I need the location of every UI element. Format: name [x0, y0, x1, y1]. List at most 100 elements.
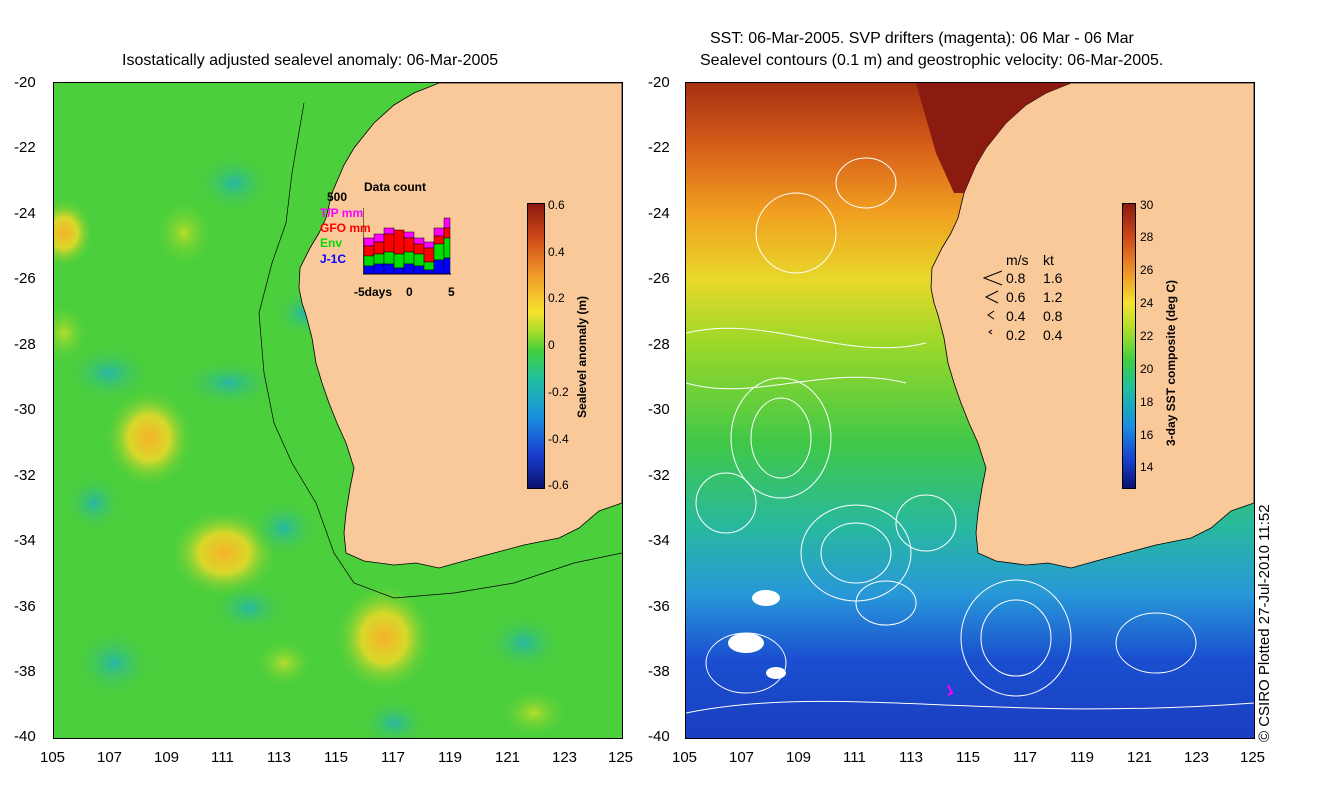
sealevel-contours [686, 157, 1254, 714]
x-tick-label: 105 [672, 749, 698, 766]
y-tick-label: -32 [14, 467, 36, 484]
left-panel-title: Isostatically adjusted sealevel anomaly:… [122, 52, 499, 69]
speed-row-ms: 0.8 [1006, 270, 1026, 286]
speed-row-kt: 0.8 [1043, 308, 1063, 324]
data-count-xlabel: 0 [406, 285, 413, 299]
colorbar-tick: -0.6 [548, 478, 569, 492]
y-tick-label: -36 [14, 598, 36, 615]
x-tick-label: 111 [843, 749, 866, 766]
anomaly-warm [154, 198, 214, 268]
y-tick-label: -26 [648, 270, 670, 287]
y-tick-label: -24 [648, 205, 670, 222]
x-tick-label: 115 [956, 749, 980, 766]
speed-row-kt: 1.2 [1043, 289, 1063, 305]
speed-row-ms: 0.2 [1006, 327, 1026, 343]
x-tick-label: 111 [211, 749, 234, 766]
x-tick-label: 115 [324, 749, 348, 766]
right-panel-title-line2: Sealevel contours (0.1 m) and geostrophi… [700, 52, 1164, 69]
x-tick-label: 119 [1070, 749, 1094, 766]
y-tick-label: -22 [14, 139, 36, 156]
y-tick-label: -24 [14, 205, 36, 222]
anomaly-cold [64, 473, 124, 533]
speed-header-ms: m/s [1006, 252, 1029, 268]
x-tick-label: 125 [608, 749, 634, 766]
drifter-track [947, 684, 954, 696]
colorbar-tick: 24 [1140, 296, 1154, 310]
x-tick-label: 113 [899, 749, 923, 766]
anomaly-warm [104, 388, 194, 488]
y-tick-label: -26 [14, 270, 36, 287]
anomaly-cold [209, 583, 289, 633]
anomaly-warm [499, 688, 569, 738]
y-tick-label: -34 [648, 532, 670, 549]
colorbar-tick: 0.4 [548, 245, 565, 259]
colorbar-tick: 0.6 [548, 198, 565, 212]
y-tick-label: -28 [648, 336, 670, 353]
colorbar-tick: 0 [548, 338, 555, 352]
anomaly-warm [254, 638, 314, 688]
colorbar-title: 3-day SST composite (deg C) [1164, 279, 1178, 446]
sst-map [685, 82, 1255, 739]
colorbar-tick: 20 [1140, 362, 1154, 376]
x-tick-label: 119 [438, 749, 462, 766]
x-tick-label: 125 [1240, 749, 1266, 766]
anomaly-cold [249, 498, 319, 558]
y-tick-label: -22 [648, 139, 670, 156]
y-tick-label: -40 [14, 728, 36, 745]
x-tick-label: 105 [40, 749, 66, 766]
colorbar-tick: 16 [1140, 428, 1154, 442]
x-tick-label: 113 [267, 749, 291, 766]
y-tick-label: -34 [14, 532, 36, 549]
colorbar-tick: 18 [1140, 395, 1154, 409]
speed-header-kt: kt [1043, 252, 1054, 268]
colorbar-tick: -0.2 [548, 385, 569, 399]
colorbar-title: Sealevel anomaly (m) [575, 295, 589, 418]
colorbar-tick: 0.2 [548, 291, 565, 305]
x-tick-label: 107 [729, 749, 755, 766]
right-panel-title-line1: SST: 06-Mar-2005. SVP drifters (magenta)… [710, 30, 1134, 47]
speed-row-kt: 1.6 [1043, 270, 1063, 286]
anomaly-cold [74, 628, 154, 698]
colorbar-tick: 22 [1140, 329, 1154, 343]
y-tick-label: -38 [14, 663, 36, 680]
sealevel-colorbar [527, 203, 545, 489]
anomaly-cold [194, 153, 274, 213]
anomaly-warm [334, 583, 434, 693]
australia-land [930, 83, 1254, 569]
colorbar-tick: 14 [1140, 460, 1154, 474]
x-tick-label: 121 [495, 749, 521, 766]
anomaly-warm [54, 303, 89, 363]
data-count-xlabel: 5 [448, 285, 455, 299]
anomaly-cold [64, 343, 154, 403]
legend-j1c: J-1C [320, 252, 347, 266]
colorbar-tick: 28 [1140, 230, 1154, 244]
anomaly-cold [484, 613, 564, 673]
y-tick-label: -30 [14, 401, 36, 418]
y-tick-label: -36 [648, 598, 670, 615]
x-tick-label: 109 [786, 749, 812, 766]
x-tick-label: 123 [1184, 749, 1210, 766]
x-tick-label: 117 [381, 749, 405, 766]
colorbar-tick: 30 [1140, 198, 1154, 212]
data-count-ymax: 500 [327, 190, 348, 204]
legend-tp: T/P mm [320, 206, 364, 220]
x-tick-label: 123 [552, 749, 578, 766]
anomaly-cold [359, 698, 429, 738]
y-tick-label: -28 [14, 336, 36, 353]
x-tick-label: 121 [1127, 749, 1153, 766]
colorbar-tick: -0.4 [548, 432, 569, 446]
land-warm-strip [916, 83, 1071, 193]
data-count-title: Data count [364, 180, 427, 194]
credit-text: © CSIRO Plotted 27-Jul-2010 11:52 [1256, 504, 1273, 742]
anomaly-warm [54, 198, 94, 268]
y-tick-label: -20 [14, 74, 36, 91]
shelf-contour [258, 102, 622, 599]
legend-env: Env [320, 236, 343, 250]
speed-row-kt: 0.4 [1043, 327, 1063, 343]
x-tick-label: 117 [1013, 749, 1037, 766]
data-count-bars [363, 208, 451, 275]
x-tick-label: 107 [97, 749, 123, 766]
data-count-xlabel: -5days [354, 285, 393, 299]
speed-row-ms: 0.4 [1006, 308, 1026, 324]
cloud-mask [728, 590, 786, 679]
